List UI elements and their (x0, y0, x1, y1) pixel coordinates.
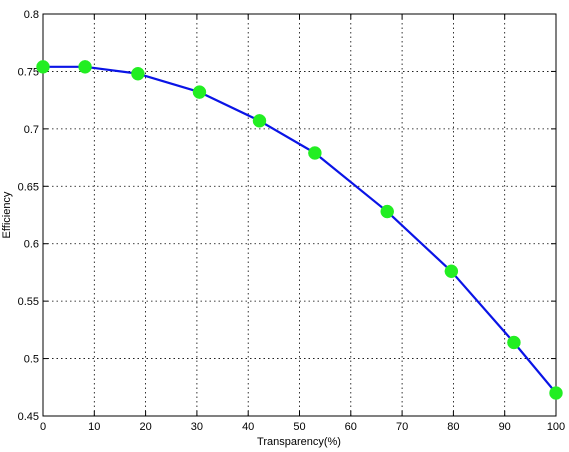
x-tick-label: 70 (396, 421, 408, 433)
data-point (36, 60, 50, 74)
y-axis-label: Efficiency (1, 191, 13, 238)
x-tick-label: 40 (242, 421, 254, 433)
data-point (308, 146, 322, 160)
data-point (131, 66, 145, 81)
y-tick-label: 0.65 (18, 181, 39, 193)
x-tick-label: 30 (191, 421, 203, 433)
x-tick-label: 80 (447, 421, 459, 433)
y-tick-label: 0.7 (24, 124, 39, 136)
y-tick-label: 0.75 (18, 66, 39, 78)
data-point (78, 60, 92, 74)
y-tick-label: 0.45 (18, 411, 39, 423)
y-tick-label: 0.5 (24, 354, 39, 366)
series-line (43, 65, 557, 394)
y-tick-label: 0.55 (18, 296, 39, 308)
data-point (549, 386, 563, 400)
plot-area (42, 13, 557, 417)
x-tick-label: 100 (547, 421, 565, 433)
data-point (192, 85, 207, 99)
data-point (444, 264, 459, 279)
data-point (507, 335, 521, 350)
x-axis-label: Transparency(%) (257, 436, 341, 448)
x-tick-label: 90 (499, 421, 511, 433)
x-tick-label: 0 (40, 421, 46, 433)
data-point (380, 204, 394, 219)
y-tick-labels: 0.45 0.5 0.55 0.6 0.65 0.7 0.75 0.8 (18, 9, 39, 423)
x-tick-label: 50 (293, 421, 305, 433)
tick-marks (42, 13, 557, 417)
x-tick-labels: 0 10 20 30 40 50 60 70 80 90 100 (40, 421, 565, 433)
series (36, 60, 563, 400)
data-point (252, 114, 267, 128)
x-tick-label: 60 (345, 421, 357, 433)
x-tick-label: 20 (139, 421, 151, 433)
x-tick-label: 10 (88, 421, 100, 433)
y-tick-label: 0.8 (24, 9, 39, 21)
y-tick-label: 0.6 (24, 239, 39, 251)
